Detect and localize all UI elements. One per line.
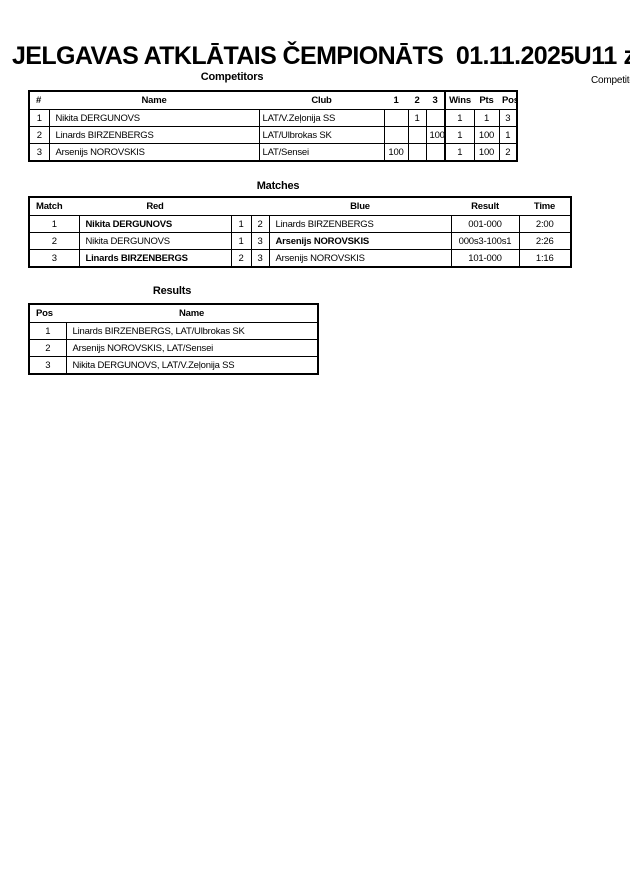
col-pts: Pts bbox=[474, 91, 499, 110]
result-pos: 1 bbox=[28, 322, 67, 340]
match-number: 1 bbox=[28, 215, 80, 233]
col-round1: 1 bbox=[384, 91, 408, 110]
results-table: Pos Name 1 Linards BIRZENBERGS, LAT/Ulbr… bbox=[28, 303, 319, 375]
competitor-row: 3 Arsenijs NOROVSKIS LAT/Sensei 100 1 10… bbox=[28, 143, 518, 162]
pos-value: 1 bbox=[498, 126, 518, 144]
pos-value: 2 bbox=[498, 143, 518, 162]
round2-score bbox=[407, 143, 427, 162]
competitor-number: 3 bbox=[28, 143, 50, 162]
result-name: Linards BIRZENBERGS, LAT/Ulbrokas SK bbox=[65, 322, 319, 340]
result-pos: 3 bbox=[28, 356, 67, 375]
match-time: 1:16 bbox=[518, 249, 572, 268]
category-block: U11 z-55 Competitors: 3 bbox=[574, 42, 630, 86]
wins-value: 1 bbox=[444, 109, 475, 127]
match-number: 2 bbox=[28, 232, 80, 250]
col-result: Result bbox=[451, 197, 519, 216]
col-round3: 3 bbox=[426, 91, 445, 110]
match-result: 001-000 bbox=[450, 215, 520, 233]
col-red: Red bbox=[79, 197, 231, 216]
red-fighter-number: 2 bbox=[230, 249, 252, 268]
match-row: 3 Linards BIRZENBERGS 2 3 Arsenijs NOROV… bbox=[28, 249, 572, 268]
match-row: 1 Nikita DERGUNOVS 1 2 Linards BIRZENBER… bbox=[28, 215, 572, 233]
competitor-club: LAT/V.Zeļonija SS bbox=[258, 109, 385, 127]
results-section-title: Results bbox=[152, 285, 192, 297]
competitor-name: Linards BIRZENBERGS bbox=[48, 126, 260, 144]
result-row: 1 Linards BIRZENBERGS, LAT/Ulbrokas SK bbox=[28, 322, 319, 340]
competitor-row: 1 Nikita DERGUNOVS LAT/V.Zeļonija SS 1 1… bbox=[28, 109, 518, 127]
col-wins: Wins bbox=[444, 91, 474, 110]
round1-score: 100 bbox=[383, 143, 409, 162]
blue-fighter-name: Linards BIRZENBERGS bbox=[268, 215, 452, 233]
col-time: Time bbox=[519, 197, 571, 216]
competitor-number: 1 bbox=[28, 109, 50, 127]
round3-score bbox=[425, 143, 446, 162]
match-time: 2:26 bbox=[518, 232, 572, 250]
blue-fighter-number: 2 bbox=[250, 215, 270, 233]
matches-header-row: Match Red Blue Result Time bbox=[29, 197, 571, 216]
blue-fighter-number: 3 bbox=[250, 249, 270, 268]
page-header: JELGAVAS ATKLĀTAIS ČEMPIONĀTS 01.11.2025… bbox=[12, 42, 630, 86]
match-result: 101-000 bbox=[450, 249, 520, 268]
col-match: Match bbox=[29, 197, 79, 216]
round1-score bbox=[383, 126, 409, 144]
col-club: Club bbox=[259, 91, 384, 110]
results-header-row: Pos Name bbox=[29, 304, 318, 323]
col-name: Name bbox=[66, 304, 318, 323]
competitors-header-row: # Name Club 1 2 3 Wins Pts Pos bbox=[29, 91, 517, 110]
round2-score: 1 bbox=[407, 109, 427, 127]
pts-value: 100 bbox=[473, 126, 500, 144]
round2-score bbox=[407, 126, 427, 144]
competitors-table: # Name Club 1 2 3 Wins Pts Pos 1 Nikita … bbox=[28, 90, 518, 162]
round3-score: 100 bbox=[425, 126, 446, 144]
col-blue: Blue bbox=[269, 197, 451, 216]
col-name: Name bbox=[49, 91, 259, 110]
blue-fighter-name: Arsenijs NOROVSKIS bbox=[268, 232, 452, 250]
pts-value: 100 bbox=[473, 143, 500, 162]
result-pos: 2 bbox=[28, 339, 67, 357]
blue-fighter-number: 3 bbox=[250, 232, 270, 250]
page-title: JELGAVAS ATKLĀTAIS ČEMPIONĀTS 01.11.2025 bbox=[12, 42, 574, 70]
result-name: Nikita DERGUNOVS, LAT/V.Zeļonija SS bbox=[65, 356, 319, 375]
weight-category: U11 z-55 bbox=[573, 42, 630, 70]
match-result: 000s3-100s1 bbox=[450, 232, 520, 250]
match-row: 2 Nikita DERGUNOVS 1 3 Arsenijs NOROVSKI… bbox=[28, 232, 572, 250]
wins-value: 1 bbox=[444, 143, 475, 162]
competitor-club: LAT/Sensei bbox=[258, 143, 385, 162]
pts-value: 1 bbox=[473, 109, 500, 127]
competitors-section-title: Competitors bbox=[200, 71, 264, 83]
col-round2: 2 bbox=[408, 91, 426, 110]
competitor-name: Nikita DERGUNOVS bbox=[48, 109, 260, 127]
competitor-name: Arsenijs NOROVSKIS bbox=[48, 143, 260, 162]
col-red-number bbox=[231, 197, 251, 216]
competitors-count: Competitors: 3 bbox=[590, 75, 630, 86]
result-name: Arsenijs NOROVSKIS, LAT/Sensei bbox=[65, 339, 319, 357]
blue-fighter-name: Arsenijs NOROVSKIS bbox=[268, 249, 452, 268]
col-pos: Pos bbox=[29, 304, 66, 323]
wins-value: 1 bbox=[444, 126, 475, 144]
col-pos: Pos bbox=[499, 91, 517, 110]
match-number: 3 bbox=[28, 249, 80, 268]
competitor-number: 2 bbox=[28, 126, 50, 144]
red-fighter-number: 1 bbox=[230, 215, 252, 233]
col-number: # bbox=[29, 91, 49, 110]
result-row: 2 Arsenijs NOROVSKIS, LAT/Sensei bbox=[28, 339, 319, 357]
competitor-club: LAT/Ulbrokas SK bbox=[258, 126, 385, 144]
red-fighter-name: Linards BIRZENBERGS bbox=[78, 249, 232, 268]
matches-table: Match Red Blue Result Time 1 Nikita DERG… bbox=[28, 196, 572, 268]
result-row: 3 Nikita DERGUNOVS, LAT/V.Zeļonija SS bbox=[28, 356, 319, 375]
matches-section-title: Matches bbox=[256, 180, 300, 192]
round1-score bbox=[383, 109, 409, 127]
red-fighter-name: Nikita DERGUNOVS bbox=[78, 232, 232, 250]
match-time: 2:00 bbox=[518, 215, 572, 233]
red-fighter-name: Nikita DERGUNOVS bbox=[78, 215, 232, 233]
col-blue-number bbox=[251, 197, 269, 216]
red-fighter-number: 1 bbox=[230, 232, 252, 250]
competitor-row: 2 Linards BIRZENBERGS LAT/Ulbrokas SK 10… bbox=[28, 126, 518, 144]
pos-value: 3 bbox=[498, 109, 518, 127]
round3-score bbox=[425, 109, 446, 127]
